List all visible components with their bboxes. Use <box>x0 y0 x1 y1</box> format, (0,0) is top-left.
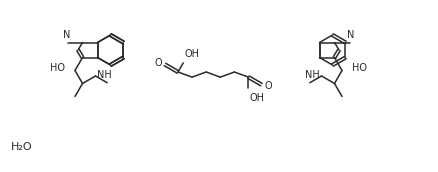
Text: OH: OH <box>250 93 265 103</box>
Text: HO: HO <box>50 63 65 73</box>
Text: HO: HO <box>352 63 367 73</box>
Text: N: N <box>63 30 70 40</box>
Text: N: N <box>347 30 354 40</box>
Text: NH: NH <box>305 70 319 80</box>
Text: O: O <box>265 81 272 91</box>
Text: OH: OH <box>184 49 199 59</box>
Text: H₂O: H₂O <box>11 142 33 152</box>
Text: O: O <box>154 58 162 68</box>
Text: NH: NH <box>98 70 112 80</box>
